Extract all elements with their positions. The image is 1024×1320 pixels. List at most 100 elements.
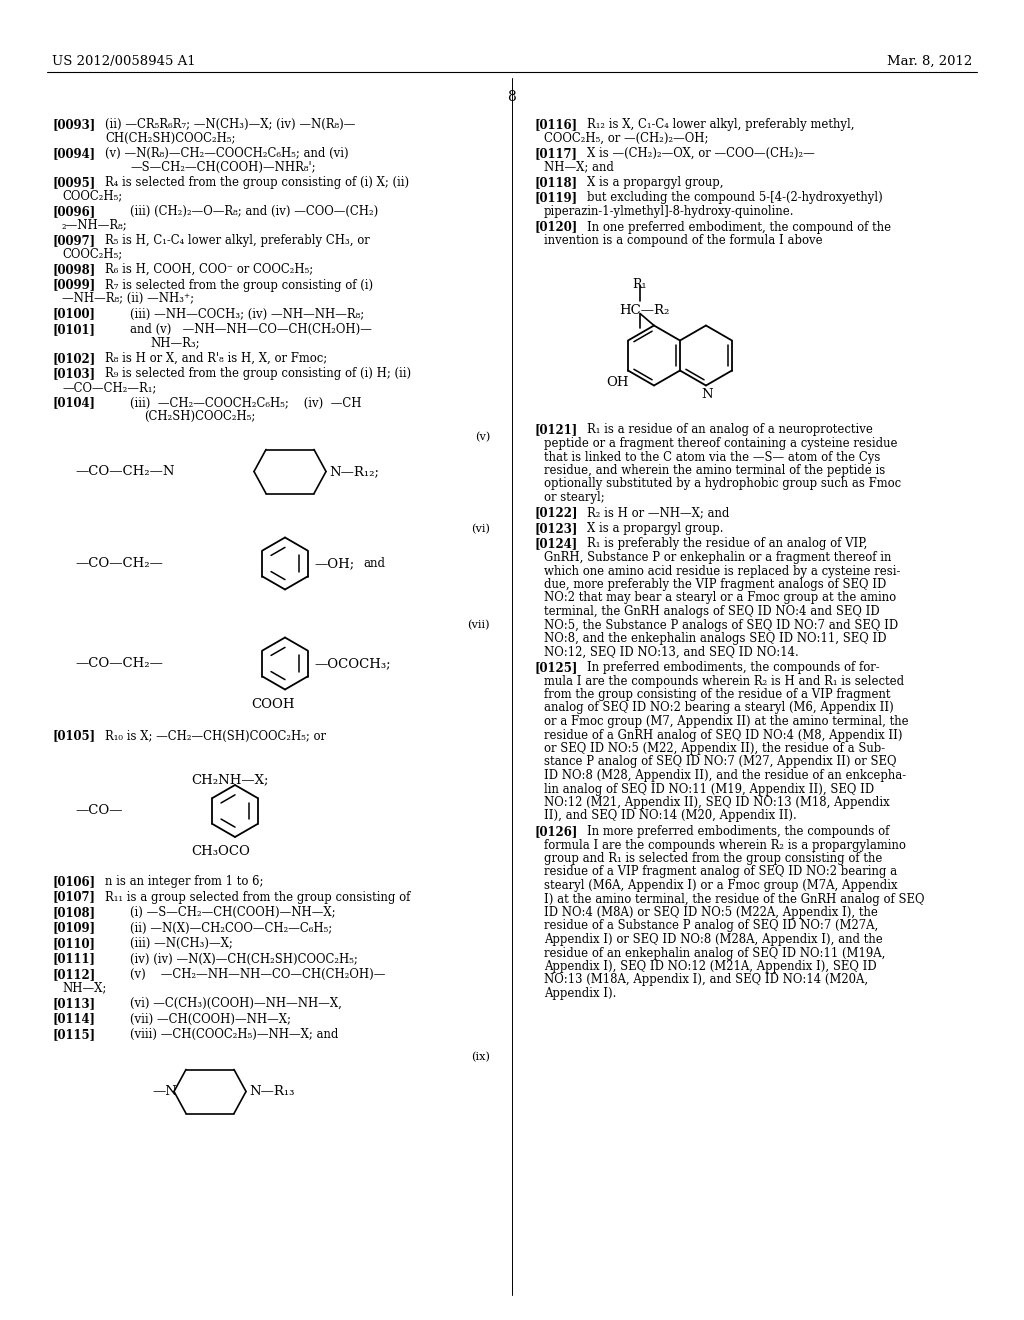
Text: (iv) (iv) —N(X)—CH(CH₂SH)COOC₂H₅;: (iv) (iv) —N(X)—CH(CH₂SH)COOC₂H₅;	[130, 953, 357, 965]
Text: or a Fmoc group (M7, Appendix II) at the amino terminal, the: or a Fmoc group (M7, Appendix II) at the…	[544, 715, 908, 729]
Text: X is a propargyl group,: X is a propargyl group,	[587, 176, 724, 189]
Text: group and R₁ is selected from the group consisting of the: group and R₁ is selected from the group …	[544, 851, 883, 865]
Text: NO:12, SEQ ID NO:13, and SEQ ID NO:14.: NO:12, SEQ ID NO:13, and SEQ ID NO:14.	[544, 645, 799, 659]
Text: [0105]: [0105]	[52, 730, 95, 742]
Text: —CO—CH₂—: —CO—CH₂—	[75, 657, 163, 671]
Text: [0097]: [0097]	[52, 234, 95, 247]
Text: CH₃OCO: CH₃OCO	[191, 845, 251, 858]
Text: [0095]: [0095]	[52, 176, 95, 189]
Text: NH—X;: NH—X;	[62, 982, 106, 994]
Text: —NH—R₈; (ii) —NH₃⁺;: —NH—R₈; (ii) —NH₃⁺;	[62, 292, 194, 305]
Text: residue, and wherein the amino terminal of the peptide is: residue, and wherein the amino terminal …	[544, 465, 886, 477]
Text: —CO—CH₂—: —CO—CH₂—	[75, 557, 163, 570]
Text: ID NO:4 (M8A) or SEQ ID NO:5 (M22A, Appendix I), the: ID NO:4 (M8A) or SEQ ID NO:5 (M22A, Appe…	[544, 906, 878, 919]
Text: R₂ is H or —NH—X; and: R₂ is H or —NH—X; and	[587, 507, 729, 520]
Text: NH—X; and: NH—X; and	[544, 161, 613, 173]
Text: II), and SEQ ID NO:14 (M20, Appendix II).: II), and SEQ ID NO:14 (M20, Appendix II)…	[544, 809, 797, 822]
Text: [0113]: [0113]	[52, 997, 95, 1010]
Text: or SEQ ID NO:5 (M22, Appendix II), the residue of a Sub-: or SEQ ID NO:5 (M22, Appendix II), the r…	[544, 742, 885, 755]
Text: [0108]: [0108]	[52, 906, 95, 919]
Text: [0094]: [0094]	[52, 147, 95, 160]
Text: —CO—CH₂—R₁;: —CO—CH₂—R₁;	[62, 381, 157, 393]
Text: —OCOCH₃;: —OCOCH₃;	[314, 657, 390, 671]
Text: CH₂NH—X;: CH₂NH—X;	[191, 774, 268, 785]
Text: residue of a Substance P analog of SEQ ID NO:7 (M27A,: residue of a Substance P analog of SEQ I…	[544, 920, 879, 932]
Text: optionally substituted by a hydrophobic group such as Fmoc: optionally substituted by a hydrophobic …	[544, 478, 901, 491]
Text: R₈ is H or X, and R'₈ is H, X, or Fmoc;: R₈ is H or X, and R'₈ is H, X, or Fmoc;	[105, 352, 327, 366]
Text: R₁ is preferably the residue of an analog of VIP,: R₁ is preferably the residue of an analo…	[587, 537, 867, 550]
Text: (v): (v)	[475, 432, 490, 442]
Text: NO:2 that may bear a stearyl or a Fmoc group at the amino: NO:2 that may bear a stearyl or a Fmoc g…	[544, 591, 896, 605]
Text: HC—R₂: HC—R₂	[618, 304, 670, 317]
Text: —N: —N	[152, 1085, 177, 1098]
Text: NO:5, the Substance P analogs of SEQ ID NO:7 and SEQ ID: NO:5, the Substance P analogs of SEQ ID …	[544, 619, 898, 631]
Text: COOC₂H₅;: COOC₂H₅;	[62, 190, 122, 202]
Text: GnRH, Substance P or enkephalin or a fragment thereof in: GnRH, Substance P or enkephalin or a fra…	[544, 550, 891, 564]
Text: (vi): (vi)	[471, 524, 490, 533]
Text: 8: 8	[508, 90, 516, 104]
Text: (v)    —CH₂—NH—NH—CO—CH(CH₂OH)—: (v) —CH₂—NH—NH—CO—CH(CH₂OH)—	[130, 968, 385, 981]
Text: (CH₂SH)COOC₂H₅;: (CH₂SH)COOC₂H₅;	[144, 411, 255, 422]
Text: stance P analog of SEQ ID NO:7 (M27, Appendix II) or SEQ: stance P analog of SEQ ID NO:7 (M27, App…	[544, 755, 896, 768]
Text: In more preferred embodiments, the compounds of: In more preferred embodiments, the compo…	[587, 825, 890, 838]
Text: COOC₂H₅;: COOC₂H₅;	[62, 248, 122, 260]
Text: residue of a GnRH analog of SEQ ID NO:4 (M8, Appendix II): residue of a GnRH analog of SEQ ID NO:4 …	[544, 729, 902, 742]
Text: ID NO:8 (M28, Appendix II), and the residue of an enkcepha-: ID NO:8 (M28, Appendix II), and the resi…	[544, 770, 906, 781]
Text: peptide or a fragment thereof containing a cysteine residue: peptide or a fragment thereof containing…	[544, 437, 897, 450]
Text: from the group consisting of the residue of a VIP fragment: from the group consisting of the residue…	[544, 688, 891, 701]
Text: I) at the amino terminal, the residue of the GnRH analog of SEQ: I) at the amino terminal, the residue of…	[544, 892, 925, 906]
Text: (iii) —NH—COCH₃; (iv) —NH—NH—R₈;: (iii) —NH—COCH₃; (iv) —NH—NH—R₈;	[130, 308, 365, 321]
Text: residue of an enkephalin analog of SEQ ID NO:11 (M19A,: residue of an enkephalin analog of SEQ I…	[544, 946, 886, 960]
Text: In preferred embodiments, the compounds of for-: In preferred embodiments, the compounds …	[587, 661, 880, 675]
Text: —CO—: —CO—	[75, 804, 123, 817]
Text: [0099]: [0099]	[52, 279, 95, 292]
Text: or stearyl;: or stearyl;	[544, 491, 604, 504]
Text: [0101]: [0101]	[52, 323, 95, 337]
Text: [0114]: [0114]	[52, 1012, 95, 1026]
Text: (ii) —CR₅R₆R₇; —N(CH₃)—X; (iv) —N(R₈)—: (ii) —CR₅R₆R₇; —N(CH₃)—X; (iv) —N(R₈)—	[105, 117, 355, 131]
Text: R₅ is H, C₁-C₄ lower alkyl, preferably CH₃, or: R₅ is H, C₁-C₄ lower alkyl, preferably C…	[105, 234, 370, 247]
Text: R₄ is selected from the group consisting of (i) X; (ii): R₄ is selected from the group consisting…	[105, 176, 410, 189]
Text: stearyl (M6A, Appendix I) or a Fmoc group (M7A, Appendix: stearyl (M6A, Appendix I) or a Fmoc grou…	[544, 879, 897, 892]
Text: [0118]: [0118]	[534, 176, 578, 189]
Text: that is linked to the C atom via the —S— atom of the Cys: that is linked to the C atom via the —S—…	[544, 450, 881, 463]
Text: Appendix I), SEQ ID NO:12 (M21A, Appendix I), SEQ ID: Appendix I), SEQ ID NO:12 (M21A, Appendi…	[544, 960, 877, 973]
Text: R₉ is selected from the group consisting of (i) H; (ii): R₉ is selected from the group consisting…	[105, 367, 411, 380]
Text: [0116]: [0116]	[534, 117, 578, 131]
Text: [0111]: [0111]	[52, 953, 95, 965]
Text: [0104]: [0104]	[52, 396, 95, 409]
Text: [0126]: [0126]	[534, 825, 578, 838]
Text: [0100]: [0100]	[52, 308, 95, 321]
Text: [0122]: [0122]	[534, 507, 578, 520]
Text: and: and	[362, 557, 385, 570]
Text: [0107]: [0107]	[52, 891, 95, 903]
Text: Mar. 8, 2012: Mar. 8, 2012	[887, 55, 972, 69]
Text: N—R₁₂;: N—R₁₂;	[329, 465, 379, 478]
Text: [0124]: [0124]	[534, 537, 578, 550]
Text: R₁: R₁	[632, 277, 646, 290]
Text: (vii): (vii)	[467, 619, 490, 630]
Text: COOC₂H₅, or —(CH₂)₂—OH;: COOC₂H₅, or —(CH₂)₂—OH;	[544, 132, 709, 144]
Text: NH—R₃;: NH—R₃;	[150, 337, 200, 350]
Text: which one amino acid residue is replaced by a cysteine resi-: which one amino acid residue is replaced…	[544, 565, 900, 578]
Text: CH(CH₂SH)COOC₂H₅;: CH(CH₂SH)COOC₂H₅;	[105, 132, 236, 144]
Text: In one preferred embodiment, the compound of the: In one preferred embodiment, the compoun…	[587, 220, 891, 234]
Text: [0123]: [0123]	[534, 521, 578, 535]
Text: [0115]: [0115]	[52, 1028, 95, 1041]
Text: (iii)  —CH₂—COOCH₂C₆H₅;    (iv)  —CH: (iii) —CH₂—COOCH₂C₆H₅; (iv) —CH	[130, 396, 361, 409]
Text: Appendix I).: Appendix I).	[544, 987, 616, 1001]
Text: R₆ is H, COOH, COO⁻ or COOC₂H₅;: R₆ is H, COOH, COO⁻ or COOC₂H₅;	[105, 263, 313, 276]
Text: [0125]: [0125]	[534, 661, 578, 675]
Text: —OH;: —OH;	[314, 557, 354, 570]
Text: invention is a compound of the formula I above: invention is a compound of the formula I…	[544, 234, 822, 247]
Text: —S—CH₂—CH(COOH)—NHR₈';: —S—CH₂—CH(COOH)—NHR₈';	[130, 161, 315, 173]
Text: NO:13 (M18A, Appendix I), and SEQ ID NO:14 (M20A,: NO:13 (M18A, Appendix I), and SEQ ID NO:…	[544, 974, 868, 986]
Text: (i) —S—CH₂—CH(COOH)—NH—X;: (i) —S—CH₂—CH(COOH)—NH—X;	[130, 906, 336, 919]
Text: N: N	[701, 388, 713, 401]
Text: n is an integer from 1 to 6;: n is an integer from 1 to 6;	[105, 875, 263, 888]
Text: [0119]: [0119]	[534, 191, 578, 205]
Text: COOH: COOH	[251, 697, 295, 710]
Text: (viii) —CH(COOC₂H₅)—NH—X; and: (viii) —CH(COOC₂H₅)—NH—X; and	[130, 1028, 338, 1041]
Text: (v) —N(R₈)—CH₂—COOCH₂C₆H₅; and (vi): (v) —N(R₈)—CH₂—COOCH₂C₆H₅; and (vi)	[105, 147, 348, 160]
Text: lin analog of SEQ ID NO:11 (M19, Appendix II), SEQ ID: lin analog of SEQ ID NO:11 (M19, Appendi…	[544, 783, 874, 796]
